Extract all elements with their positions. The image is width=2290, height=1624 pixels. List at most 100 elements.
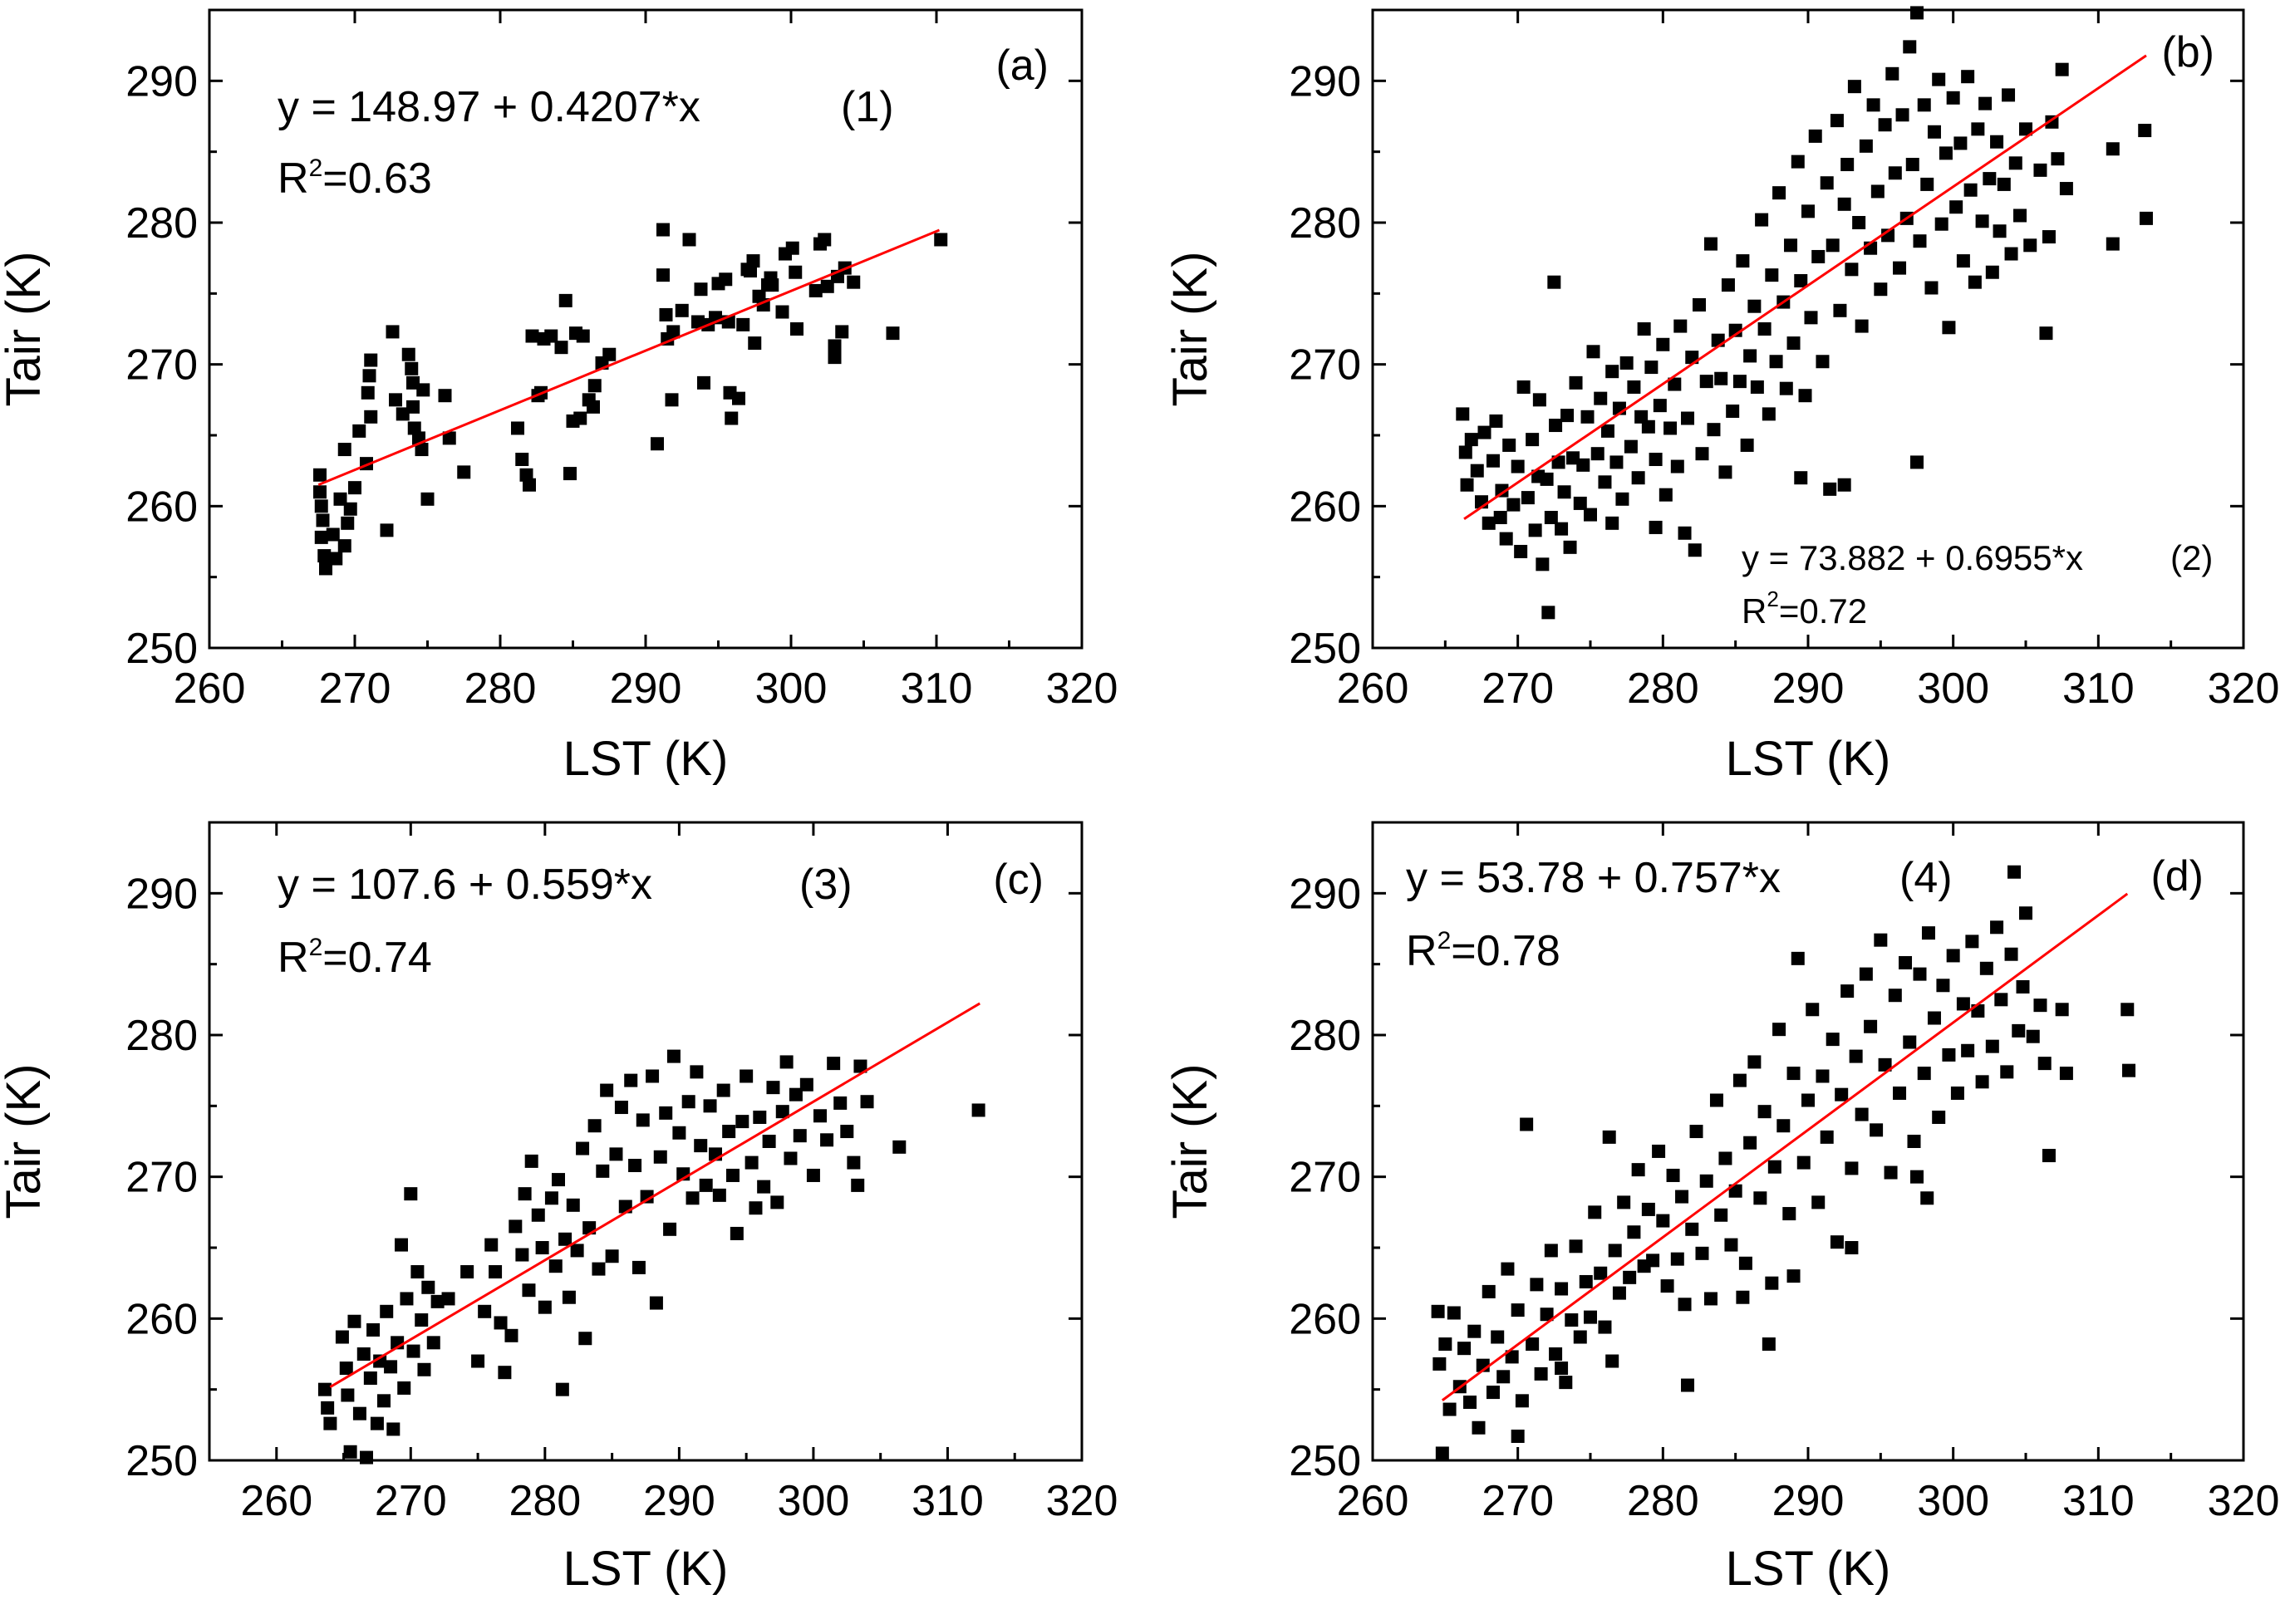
scatter-point	[2012, 1023, 2026, 1038]
scatter-point	[400, 1292, 414, 1306]
scatter-point	[1499, 532, 1513, 546]
scatter-point	[1496, 1370, 1511, 1384]
scatter-point	[666, 325, 681, 339]
panel-d: 260 270 280 290 300 310 320250260270280290LST …	[1163, 821, 2279, 1596]
scatter-point	[1659, 488, 1673, 502]
scatter-point	[1968, 275, 1982, 289]
scatter-point	[1913, 234, 1927, 248]
scatter-point	[1609, 455, 1624, 469]
scatter-point	[2042, 1149, 2056, 1163]
scatter-point	[1910, 455, 1924, 469]
y-tick-label: 290	[125, 57, 198, 105]
x-tick-label: 320	[2208, 665, 2280, 713]
scatter-point	[1978, 96, 1993, 110]
scatter-point	[1608, 1244, 1622, 1258]
scatter-point	[566, 1198, 580, 1212]
scatter-point	[2059, 1067, 2073, 1081]
y-tick-label: 280	[125, 199, 198, 248]
scatter-point	[1718, 1151, 1732, 1165]
scatter-point	[333, 492, 347, 506]
scatter-point	[1580, 410, 1595, 424]
scatter-point	[1878, 118, 1892, 132]
panel-label: (d)	[2150, 852, 2204, 900]
r-squared-superscript: 2	[1437, 927, 1452, 954]
scatter-point	[471, 1354, 485, 1368]
scatter-point	[1772, 1023, 1786, 1037]
scatter-point	[1755, 213, 1769, 227]
scatter-point	[1993, 224, 2007, 238]
x-tick-label: 300	[778, 1477, 850, 1525]
scatter-point	[1895, 108, 1909, 122]
scatter-point	[770, 1195, 784, 1209]
scatter-point	[522, 1283, 536, 1298]
scatter-point	[1673, 319, 1688, 333]
scatter-point	[1840, 158, 1855, 172]
scatter-point	[1649, 453, 1663, 467]
x-tick-label: 260	[240, 1477, 312, 1525]
scatter-point	[380, 1304, 394, 1318]
scatter-point	[2004, 247, 2018, 261]
scatter-point	[1718, 465, 1732, 479]
panel-a: 260 270 280 290 300 310 320250260270280290LST …	[0, 8, 1118, 786]
scatter-point	[362, 369, 376, 383]
scatter-point	[548, 1259, 563, 1273]
scatter-point	[1615, 492, 1629, 506]
scatter-point	[1885, 66, 1899, 81]
scatter-point	[386, 325, 400, 339]
regression-equation: y = 73.882 + 0.6955*x	[1742, 538, 2083, 577]
scatter-point	[1985, 265, 1999, 279]
r-squared-value: =0.78	[1451, 927, 1560, 975]
scatter-point	[1776, 1119, 1791, 1133]
scatter-point	[405, 361, 419, 375]
scatter-point	[1681, 1378, 1695, 1392]
scatter-point	[384, 1360, 398, 1374]
scatter-point	[337, 443, 351, 457]
scatter-point	[515, 1248, 529, 1262]
scatter-point	[1949, 200, 1963, 214]
scatter-point	[1750, 380, 1764, 394]
scatter-point	[1826, 1033, 1840, 1047]
scatter-point	[1693, 297, 1706, 312]
scatter-point	[1586, 345, 1600, 359]
scatter-point	[1859, 967, 1873, 981]
scatter-point	[504, 1328, 518, 1342]
scatter-point	[1588, 1205, 1602, 1219]
scatter-point	[524, 1154, 538, 1168]
scatter-point	[484, 1238, 499, 1252]
scatter-point	[663, 1222, 677, 1236]
scatter-point	[1612, 1286, 1626, 1300]
y-tick-label: 290	[1289, 57, 1361, 105]
y-tick-label: 250	[1289, 625, 1361, 673]
scatter-point	[323, 1416, 337, 1430]
scatter-point	[1631, 1163, 1645, 1177]
scatter-point	[1653, 399, 1667, 413]
scatter-point	[1703, 237, 1718, 251]
scatter-point	[971, 1103, 985, 1117]
scatter-point	[1765, 268, 1779, 282]
scatter-point	[1605, 1354, 1619, 1368]
regression-equation: y = 107.6 + 0.559*x	[278, 861, 652, 909]
scatter-point	[1782, 1207, 1796, 1221]
scatter-point	[1532, 393, 1546, 407]
scatter-point	[1458, 445, 1472, 459]
scatter-point	[1721, 278, 1735, 292]
scatter-point	[1528, 523, 1542, 537]
x-axis-title: LST (K)	[563, 732, 729, 786]
scatter-point	[441, 1292, 455, 1306]
scatter-point	[1526, 433, 1540, 447]
scatter-point	[748, 336, 762, 351]
scatter-point	[1932, 72, 1946, 86]
scatter-point	[730, 1226, 744, 1240]
scatter-point	[1438, 1337, 1452, 1352]
scatter-point	[1743, 1136, 1757, 1150]
scatter-point	[1540, 1308, 1554, 1322]
scatter-point	[562, 1290, 576, 1304]
scatter-point	[1516, 380, 1531, 394]
scatter-point	[1726, 404, 1740, 418]
scatter-point	[1924, 281, 1939, 295]
scatter-point	[415, 443, 429, 457]
scatter-point	[1511, 459, 1525, 473]
scatter-point	[1866, 98, 1880, 112]
panel-label: (a)	[995, 42, 1049, 90]
scatter-point	[699, 1178, 713, 1192]
